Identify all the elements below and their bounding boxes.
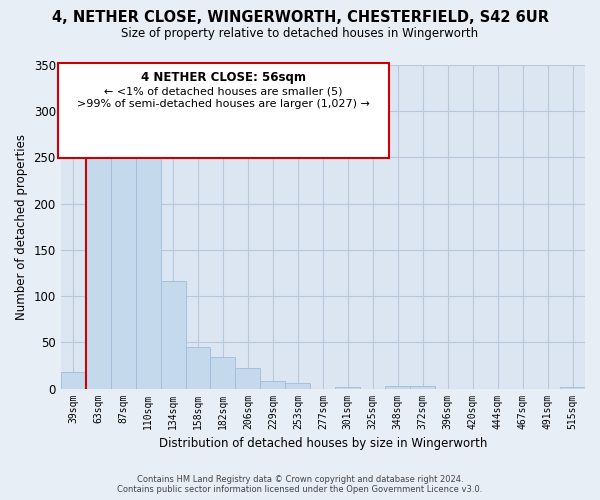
Text: 4 NETHER CLOSE: 56sqm: 4 NETHER CLOSE: 56sqm (141, 71, 306, 84)
X-axis label: Distribution of detached houses by size in Wingerworth: Distribution of detached houses by size … (158, 437, 487, 450)
Bar (110, 142, 136, 388)
Bar (211, 357, 235, 388)
Bar (61, 372, 86, 388)
Bar (385, 386, 410, 388)
Text: ← <1% of detached houses are smaller (5): ← <1% of detached houses are smaller (5) (104, 86, 343, 96)
Bar (335, 386, 360, 388)
Bar (185, 347, 211, 389)
Y-axis label: Number of detached properties: Number of detached properties (15, 134, 28, 320)
Text: Contains public sector information licensed under the Open Government Licence v3: Contains public sector information licen… (118, 485, 482, 494)
Bar (286, 383, 310, 388)
Bar (560, 386, 585, 388)
Bar (161, 282, 185, 389)
Bar (410, 386, 435, 388)
Text: 4, NETHER CLOSE, WINGERWORTH, CHESTERFIELD, S42 6UR: 4, NETHER CLOSE, WINGERWORTH, CHESTERFIE… (52, 10, 548, 25)
Bar (86, 158, 110, 388)
Bar (260, 381, 286, 388)
Text: Size of property relative to detached houses in Wingerworth: Size of property relative to detached ho… (121, 28, 479, 40)
Text: Contains HM Land Registry data © Crown copyright and database right 2024.: Contains HM Land Registry data © Crown c… (137, 475, 463, 484)
Bar (235, 368, 260, 388)
Text: >99% of semi-detached houses are larger (1,027) →: >99% of semi-detached houses are larger … (77, 99, 370, 109)
Bar (136, 138, 161, 388)
